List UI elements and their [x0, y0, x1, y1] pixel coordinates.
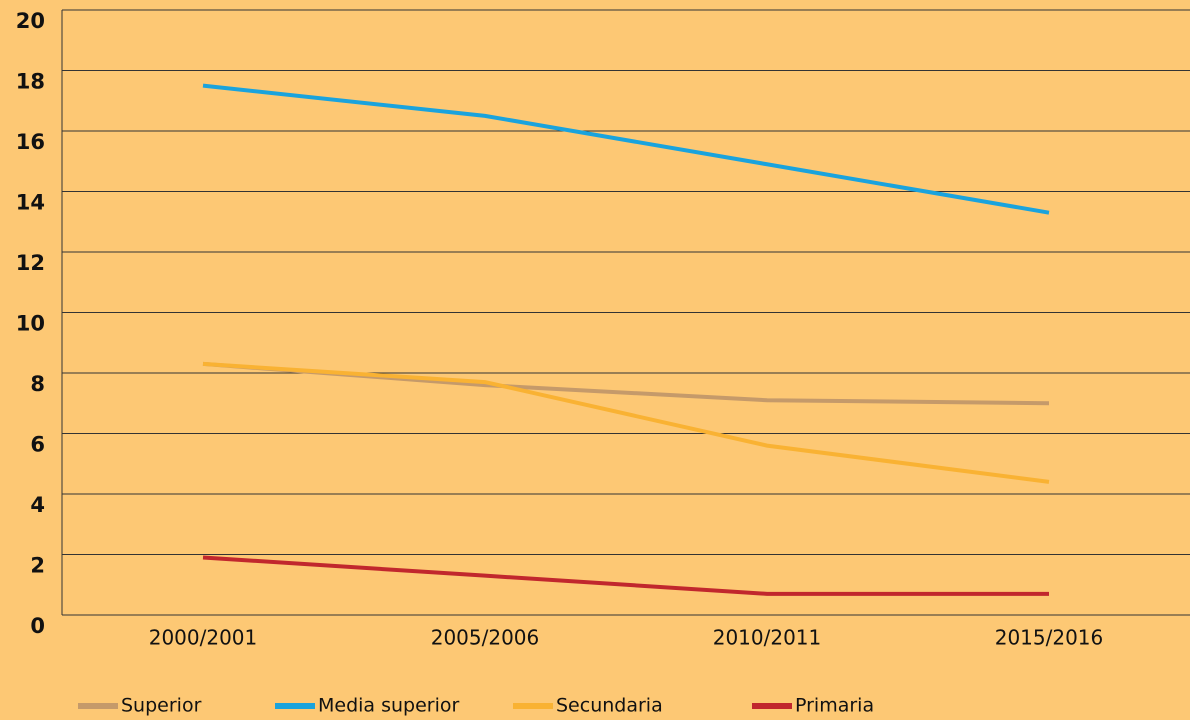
y-tick-label: 12	[16, 251, 45, 275]
y-tick-label: 14	[16, 191, 45, 215]
legend-label: Secundaria	[556, 695, 663, 717]
y-tick-label: 6	[30, 433, 45, 457]
series-line	[202, 555, 1049, 596]
y-tick-label: 20	[16, 9, 45, 33]
y-tick-label: 18	[16, 70, 45, 94]
legend-swatch	[275, 703, 315, 709]
legend-swatch	[513, 703, 553, 709]
legend-swatch	[78, 703, 118, 709]
series-line	[202, 361, 1050, 406]
legend-label: Primaria	[795, 695, 874, 717]
x-tick-label: 2000/2001	[149, 626, 258, 650]
y-tick-label: 16	[16, 130, 45, 154]
x-tick-label: 2005/2006	[431, 626, 540, 650]
y-tick-label: 4	[30, 493, 45, 517]
series-line	[202, 83, 1050, 215]
y-tick-label: 2	[30, 554, 45, 578]
x-tick-label: 2010/2011	[713, 626, 822, 650]
y-tick-label: 10	[16, 312, 45, 336]
series-line	[202, 361, 1050, 484]
legend-label: Media superior	[318, 695, 460, 717]
y-tick-label: 8	[30, 372, 45, 396]
x-tick-label: 2015/2016	[995, 626, 1104, 650]
legend-label: Superior	[121, 695, 202, 717]
legend-swatch	[752, 703, 792, 709]
y-tick-label: 0	[30, 614, 45, 638]
